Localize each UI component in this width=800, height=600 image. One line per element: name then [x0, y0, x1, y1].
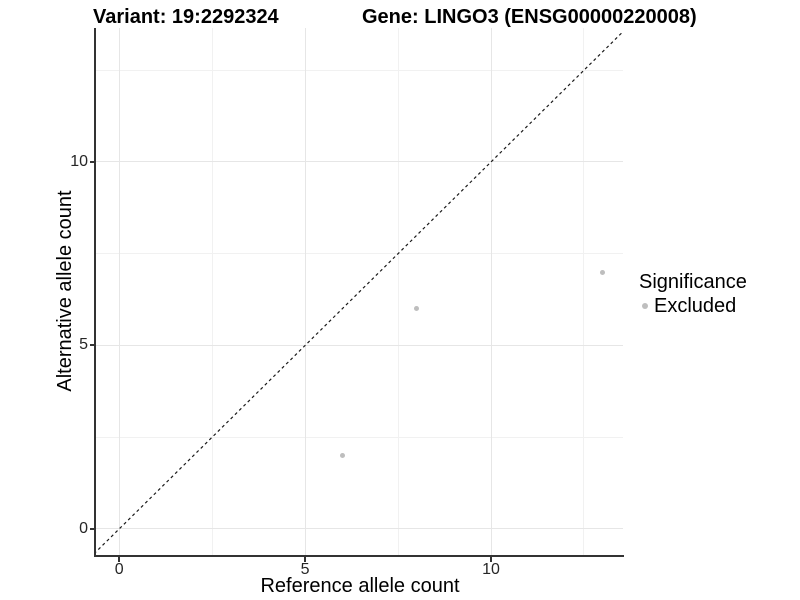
y-minor-gridline: [95, 436, 623, 438]
legend-item-label: Excluded: [654, 294, 737, 317]
data-point: [600, 269, 606, 275]
x-axis-title: Reference allele count: [260, 575, 460, 597]
variant-title: Variant: 19:2292324: [93, 6, 279, 28]
x-major-gridline: [118, 28, 120, 555]
y-tick-label: 0: [79, 519, 88, 537]
y-minor-gridline: [95, 69, 623, 71]
x-tick-label: 10: [482, 561, 500, 578]
x-minor-gridline: [583, 28, 585, 555]
y-major-gridline: [95, 344, 623, 346]
x-minor-gridline: [211, 28, 213, 555]
y-tick-label: 5: [79, 336, 88, 354]
legend: Significance Excluded: [639, 270, 747, 318]
x-axis-tick: [304, 557, 307, 562]
y-axis-tick: [90, 160, 95, 163]
y-major-gridline: [95, 528, 623, 530]
x-axis-tick: [118, 557, 121, 562]
x-major-gridline: [490, 28, 492, 555]
identity-line: [95, 30, 623, 554]
x-tick-label: 5: [300, 561, 310, 578]
gene-title: Gene: LINGO3 (ENSG00000220008): [362, 6, 697, 28]
x-tick-label: 0: [114, 561, 124, 578]
y-axis-line: [94, 28, 96, 557]
legend-item-excluded: Excluded: [639, 294, 747, 318]
x-axis-line: [94, 555, 624, 557]
x-axis-tick: [490, 557, 492, 562]
x-minor-gridline: [397, 28, 399, 555]
y-axis-title: Alternative allele count: [54, 190, 76, 392]
y-major-gridline: [95, 161, 623, 163]
legend-point-icon: [642, 303, 648, 309]
x-major-gridline: [304, 28, 306, 555]
legend-title: Significance: [639, 271, 747, 293]
plot-panel: [95, 28, 623, 555]
y-axis-tick: [90, 527, 95, 530]
y-tick-label: 10: [70, 152, 88, 170]
data-point: [414, 306, 420, 312]
y-minor-gridline: [95, 253, 623, 255]
y-axis-tick: [90, 344, 95, 347]
data-point: [339, 453, 345, 459]
